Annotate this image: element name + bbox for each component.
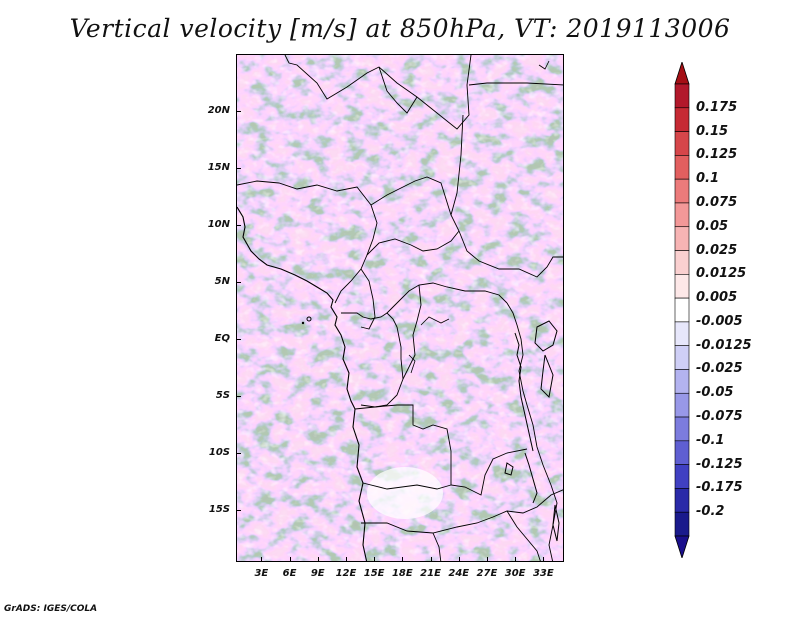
longitude-tick-mark bbox=[402, 557, 403, 562]
colorbar-label: -0.175 bbox=[696, 480, 743, 496]
longitude-tick-label: 33E bbox=[532, 568, 554, 579]
colorbar-segment bbox=[674, 250, 690, 275]
latitude-tick-label: 5S bbox=[215, 389, 230, 401]
latitude-tick-label: 10N bbox=[207, 218, 230, 230]
latitude-tick-mark bbox=[236, 453, 241, 454]
latitude-tick-label: 10S bbox=[208, 446, 230, 458]
map-title: Vertical velocity [m/s] at 850hPa, VT: 2… bbox=[69, 14, 731, 43]
colorbar-top-arrow bbox=[674, 62, 690, 85]
longitude-tick-label: 15E bbox=[363, 568, 385, 579]
colorbar-label: 0.05 bbox=[696, 218, 729, 234]
longitude-tick-label: 9E bbox=[310, 568, 325, 579]
colorbar-segment bbox=[674, 297, 690, 323]
calm-region bbox=[367, 467, 443, 519]
grads-credit: GrADS: IGES/COLA bbox=[4, 604, 98, 614]
colorbar-label: -0.075 bbox=[696, 409, 743, 425]
colorbar-segment bbox=[674, 345, 690, 370]
colorbar-label: 0.1 bbox=[696, 171, 720, 187]
colorbar-segment bbox=[674, 440, 690, 465]
colorbar-label: 0.075 bbox=[696, 194, 738, 210]
colorbar-segment bbox=[674, 416, 690, 442]
colorbar-segment bbox=[674, 202, 690, 228]
colorbar-label: 0.125 bbox=[696, 147, 738, 163]
longitude-tick-label: 12E bbox=[335, 568, 357, 579]
latitude-tick-mark bbox=[236, 225, 241, 226]
longitude-tick-mark bbox=[515, 557, 516, 562]
longitude-tick-mark bbox=[543, 557, 544, 562]
island-small bbox=[301, 321, 305, 325]
country-borders bbox=[237, 55, 563, 561]
longitude-tick-mark bbox=[431, 557, 432, 562]
longitude-tick-label: 6E bbox=[282, 568, 297, 579]
colorbar-segment bbox=[674, 392, 690, 418]
latitude-tick-mark bbox=[236, 510, 241, 511]
colorbar-label: -0.0125 bbox=[696, 337, 752, 353]
colorbar-label: -0.2 bbox=[696, 504, 725, 520]
colorbar-label: 0.15 bbox=[696, 123, 729, 139]
longitude-tick-label: 30E bbox=[504, 568, 526, 579]
colorbar-segment bbox=[674, 488, 690, 513]
colorbar-segment bbox=[674, 155, 690, 180]
colorbar-segment bbox=[674, 178, 690, 204]
latitude-tick-mark bbox=[236, 111, 241, 112]
longitude-tick-mark bbox=[261, 557, 262, 562]
longitude-tick-label: 21E bbox=[420, 568, 441, 579]
river-features bbox=[408, 60, 550, 374]
colorbar-label: -0.1 bbox=[696, 432, 725, 448]
colorbar-bottom-arrow bbox=[674, 535, 690, 558]
colorbar-label: 0.005 bbox=[696, 290, 738, 306]
longitude-tick-mark bbox=[459, 557, 460, 562]
colorbar bbox=[674, 62, 690, 558]
colorbar-segment bbox=[674, 369, 690, 394]
latitude-tick-label: 15N bbox=[207, 161, 230, 173]
island-bioko bbox=[306, 316, 312, 322]
colorbar-label: 0.175 bbox=[696, 99, 738, 115]
latitude-tick-label: 5N bbox=[214, 275, 230, 287]
longitude-tick-mark bbox=[487, 557, 488, 562]
latitude-tick-label: 15S bbox=[208, 503, 230, 515]
colorbar-segment bbox=[674, 107, 690, 132]
latitude-tick-mark bbox=[236, 396, 241, 397]
latitude-tick-mark bbox=[236, 339, 241, 340]
latitude-tick-mark bbox=[236, 282, 241, 283]
colorbar-segment bbox=[674, 83, 690, 109]
velocity-field-map bbox=[237, 55, 563, 561]
latitude-tick-label: 20N bbox=[207, 104, 230, 116]
colorbar-segment bbox=[674, 464, 690, 489]
map-panel bbox=[236, 54, 564, 562]
colorbar-label: -0.125 bbox=[696, 456, 743, 472]
colorbar-segment bbox=[674, 511, 690, 537]
colorbar-segment bbox=[674, 321, 690, 346]
longitude-tick-mark bbox=[290, 557, 291, 562]
longitude-tick-label: 3E bbox=[254, 568, 269, 579]
colorbar-label: -0.025 bbox=[696, 361, 743, 377]
longitude-tick-mark bbox=[374, 557, 375, 562]
longitude-tick-label: 27E bbox=[476, 568, 498, 579]
longitude-tick-mark bbox=[346, 557, 347, 562]
latitude-tick-label: EQ bbox=[214, 332, 230, 344]
colorbar-label: -0.05 bbox=[696, 385, 734, 401]
colorbar-segment bbox=[674, 274, 690, 299]
longitude-tick-mark bbox=[318, 557, 319, 562]
longitude-tick-label: 24E bbox=[448, 568, 470, 579]
colorbar-segment bbox=[674, 226, 690, 251]
colorbar-label: 0.0125 bbox=[696, 266, 747, 282]
colorbar-label: 0.025 bbox=[696, 242, 738, 258]
longitude-tick-label: 18E bbox=[391, 568, 413, 579]
lakes bbox=[504, 320, 560, 542]
coastline-west bbox=[237, 206, 368, 561]
colorbar-segment bbox=[674, 131, 690, 156]
colorbar-label: -0.005 bbox=[696, 313, 743, 329]
latitude-tick-mark bbox=[236, 168, 241, 169]
